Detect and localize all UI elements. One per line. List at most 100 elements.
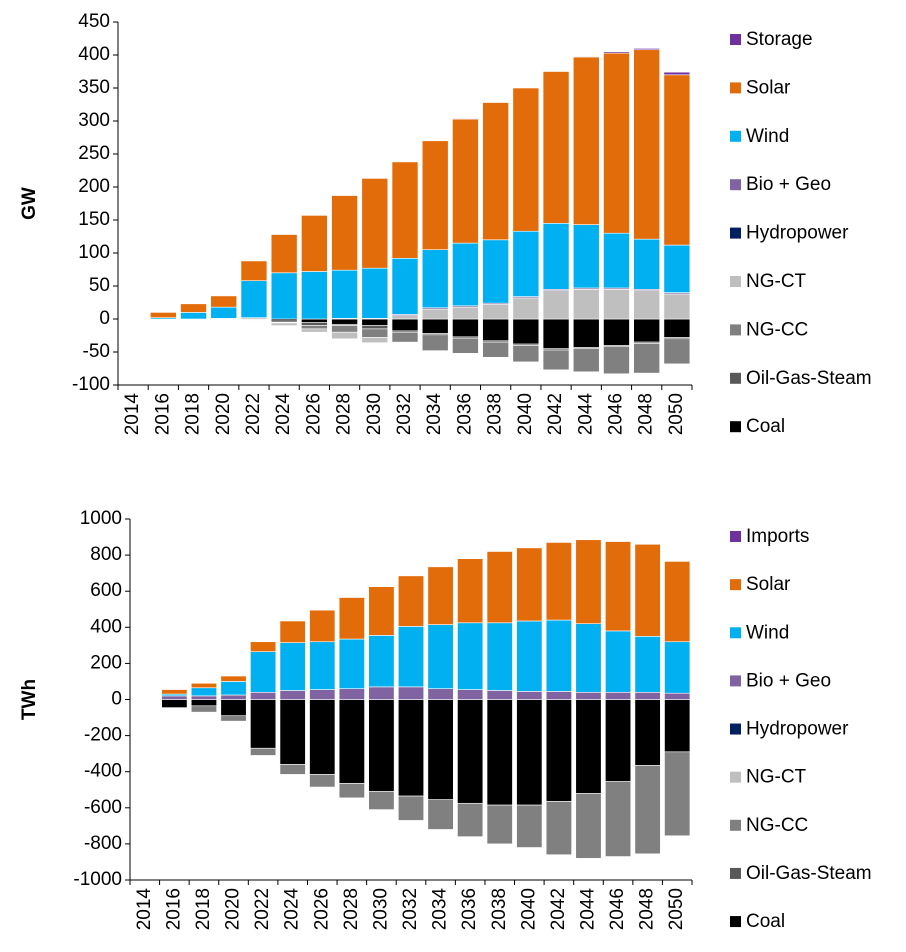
bar-segment	[663, 293, 691, 320]
bar-segment	[575, 539, 602, 624]
bar-segment	[338, 638, 365, 689]
bar-segment	[452, 118, 479, 244]
legend-swatch	[730, 324, 741, 336]
y-tick-label: 200	[78, 176, 110, 197]
bar-segment	[457, 699, 484, 804]
x-tick-label: 2030	[370, 888, 391, 930]
x-tick-label: 2048	[637, 888, 658, 930]
bar-segment	[603, 346, 630, 375]
bar-segment	[180, 303, 207, 313]
bar-segment	[633, 318, 660, 343]
x-tick-label: 2044	[575, 393, 596, 436]
bar-segment	[486, 804, 513, 845]
bar-segment	[633, 49, 660, 240]
bar-segment	[421, 308, 449, 320]
bar-segment	[397, 626, 425, 688]
bar-segment	[603, 318, 630, 346]
bar-segment	[633, 290, 660, 320]
x-tick-label: 2030	[364, 393, 385, 435]
legend-label: Bio + Geo	[746, 174, 831, 195]
legend-label: Wind	[746, 126, 789, 147]
bar-segment	[180, 312, 207, 320]
bar-segment	[512, 230, 540, 297]
x-tick-label: 2028	[341, 888, 362, 930]
bar-segment	[482, 304, 509, 320]
legend-label: NG-CT	[746, 767, 807, 788]
bar-segment	[368, 791, 395, 810]
bar-segment	[270, 322, 298, 326]
x-tick-label: 2028	[334, 393, 355, 435]
bar-segment	[250, 641, 277, 652]
bar-segment	[633, 48, 660, 51]
bar-segment	[663, 244, 691, 293]
bar-segment	[605, 691, 632, 700]
x-tick-label: 2040	[518, 888, 539, 930]
x-tick-label: 2050	[666, 888, 687, 930]
x-tick-label: 2018	[193, 888, 214, 930]
legend-label: NG-CT	[746, 271, 807, 292]
bar-segment	[603, 51, 630, 54]
bar-segment	[150, 312, 177, 318]
x-tick-label: 2034	[430, 888, 451, 931]
bar-segment	[516, 804, 543, 848]
bar-segment	[397, 575, 425, 627]
bar-segment	[542, 349, 570, 371]
bar-segment	[397, 699, 425, 797]
legend-label: Bio + Geo	[746, 670, 831, 691]
bar-segment	[391, 257, 419, 315]
y-tick-label: -50	[83, 341, 110, 362]
y-tick-label: 0	[99, 308, 110, 329]
bar-segment	[338, 597, 365, 640]
y-tick-label: -200	[84, 725, 122, 746]
bar-segment	[338, 699, 365, 784]
x-tick-label: 2018	[183, 393, 204, 435]
x-tick-label: 2032	[400, 888, 421, 930]
x-tick-label: 2040	[515, 393, 536, 435]
x-tick-label: 2050	[666, 393, 687, 435]
bar-segment	[309, 609, 336, 643]
y-tick-label: 400	[78, 44, 110, 65]
legend-label: Coal	[746, 416, 785, 437]
bar-segment	[482, 341, 509, 358]
bar-segment	[634, 543, 661, 637]
x-tick-label: 2026	[311, 888, 332, 930]
bar-segment	[605, 541, 632, 632]
bar-segment	[575, 793, 602, 859]
bar-segment	[220, 699, 247, 717]
bar-segment	[161, 695, 188, 700]
y-tick-label: 450	[78, 11, 110, 32]
bar-segment	[421, 140, 449, 251]
bar-segment	[361, 267, 389, 319]
bar-segment	[361, 328, 389, 338]
x-tick-label: 2044	[577, 888, 598, 931]
bar-segment	[572, 348, 600, 373]
bar-segment	[301, 318, 328, 323]
bar-segment	[427, 699, 454, 800]
x-tick-label: 2014	[134, 888, 155, 931]
bar-segment	[663, 71, 691, 76]
x-tick-label: 2016	[163, 888, 184, 930]
bar-segment	[457, 802, 484, 837]
bar-segment	[361, 178, 389, 269]
bar-segment	[361, 318, 389, 326]
x-tick-label: 2038	[489, 888, 510, 930]
legend-label: Hydropower	[746, 223, 849, 244]
bar-segment	[664, 692, 691, 700]
legend-label: Imports	[746, 526, 809, 547]
legend-swatch	[730, 771, 741, 783]
x-tick-label: 2038	[485, 393, 506, 435]
bar-segment	[309, 641, 336, 690]
legend-swatch	[730, 372, 741, 384]
legend-label: Oil-Gas-Steam	[746, 863, 872, 884]
bar-segment	[452, 118, 479, 120]
legend-label: Storage	[746, 29, 813, 50]
legend-swatch	[730, 723, 741, 735]
bar-segment	[603, 288, 630, 320]
legend-label: Hydropower	[746, 719, 849, 740]
bar-segment	[427, 688, 454, 700]
legend-swatch	[730, 227, 741, 239]
bar-segment	[250, 747, 277, 756]
bar-segment	[421, 318, 449, 334]
legend-label: Coal	[746, 911, 785, 932]
bar-segment	[634, 765, 661, 855]
